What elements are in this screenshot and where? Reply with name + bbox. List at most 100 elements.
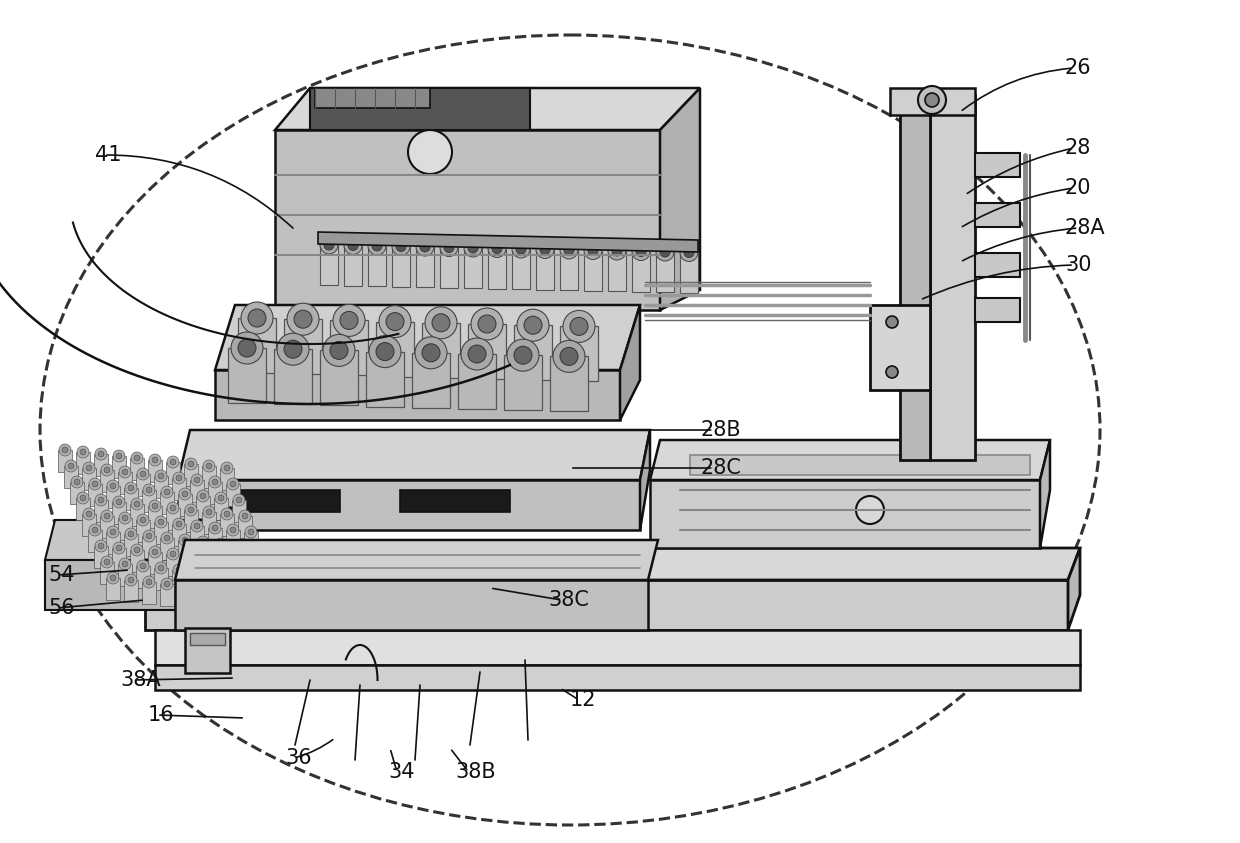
Circle shape bbox=[560, 347, 578, 365]
Polygon shape bbox=[154, 476, 167, 498]
Polygon shape bbox=[215, 370, 620, 420]
Polygon shape bbox=[155, 630, 1080, 665]
Circle shape bbox=[563, 310, 595, 342]
Polygon shape bbox=[112, 548, 126, 570]
Circle shape bbox=[215, 492, 227, 504]
Polygon shape bbox=[175, 540, 658, 580]
Polygon shape bbox=[660, 88, 701, 310]
Circle shape bbox=[104, 559, 110, 565]
Text: 28: 28 bbox=[1065, 138, 1091, 158]
Circle shape bbox=[856, 496, 884, 524]
Text: 34: 34 bbox=[388, 762, 414, 782]
Circle shape bbox=[193, 569, 200, 575]
Circle shape bbox=[236, 589, 242, 595]
Circle shape bbox=[613, 246, 622, 256]
Circle shape bbox=[564, 245, 574, 255]
Polygon shape bbox=[975, 253, 1021, 277]
Circle shape bbox=[656, 243, 675, 261]
Circle shape bbox=[471, 308, 503, 340]
Circle shape bbox=[104, 467, 110, 473]
Polygon shape bbox=[680, 253, 698, 293]
Text: 12: 12 bbox=[570, 690, 596, 710]
Circle shape bbox=[161, 486, 174, 498]
Polygon shape bbox=[184, 464, 198, 486]
Circle shape bbox=[284, 341, 303, 358]
Polygon shape bbox=[215, 544, 228, 566]
Polygon shape bbox=[130, 550, 144, 572]
Polygon shape bbox=[105, 578, 120, 600]
Circle shape bbox=[515, 346, 532, 364]
Polygon shape bbox=[900, 95, 930, 460]
Circle shape bbox=[660, 247, 670, 257]
Circle shape bbox=[553, 341, 585, 373]
Circle shape bbox=[167, 548, 179, 560]
Circle shape bbox=[492, 244, 502, 254]
Circle shape bbox=[210, 476, 221, 488]
Circle shape bbox=[680, 244, 698, 261]
Polygon shape bbox=[58, 450, 72, 472]
Polygon shape bbox=[190, 480, 205, 502]
Circle shape bbox=[119, 558, 131, 570]
Circle shape bbox=[536, 240, 554, 259]
Circle shape bbox=[887, 316, 898, 328]
Polygon shape bbox=[219, 560, 234, 582]
Circle shape bbox=[157, 565, 164, 571]
Text: 38B: 38B bbox=[455, 762, 496, 782]
Circle shape bbox=[516, 244, 526, 254]
Circle shape bbox=[200, 493, 206, 499]
Text: 28C: 28C bbox=[701, 458, 740, 478]
Circle shape bbox=[248, 309, 267, 327]
Circle shape bbox=[197, 536, 210, 548]
Circle shape bbox=[242, 513, 248, 519]
Circle shape bbox=[81, 495, 86, 501]
Circle shape bbox=[95, 494, 107, 506]
Circle shape bbox=[324, 240, 334, 250]
Polygon shape bbox=[100, 470, 114, 492]
Circle shape bbox=[128, 577, 134, 583]
Circle shape bbox=[83, 462, 95, 474]
Polygon shape bbox=[124, 580, 138, 602]
Polygon shape bbox=[975, 298, 1021, 322]
Circle shape bbox=[117, 499, 122, 505]
Polygon shape bbox=[1040, 440, 1050, 548]
Circle shape bbox=[372, 241, 382, 251]
Circle shape bbox=[122, 515, 128, 521]
Polygon shape bbox=[105, 486, 120, 508]
Polygon shape bbox=[401, 490, 510, 512]
Circle shape bbox=[136, 468, 149, 480]
Polygon shape bbox=[208, 482, 222, 504]
Circle shape bbox=[185, 504, 197, 516]
Circle shape bbox=[77, 446, 89, 458]
Circle shape bbox=[229, 573, 236, 579]
Polygon shape bbox=[368, 246, 386, 286]
Circle shape bbox=[68, 463, 74, 469]
Polygon shape bbox=[145, 548, 1080, 580]
Circle shape bbox=[179, 488, 191, 500]
Polygon shape bbox=[155, 665, 1080, 690]
Circle shape bbox=[153, 457, 157, 463]
Circle shape bbox=[60, 444, 71, 456]
Circle shape bbox=[161, 578, 174, 590]
Polygon shape bbox=[284, 319, 322, 374]
Polygon shape bbox=[172, 478, 186, 500]
Polygon shape bbox=[112, 456, 126, 478]
Polygon shape bbox=[136, 566, 150, 588]
Circle shape bbox=[134, 501, 140, 507]
Circle shape bbox=[379, 306, 410, 337]
Polygon shape bbox=[275, 130, 660, 310]
Polygon shape bbox=[179, 480, 640, 530]
Polygon shape bbox=[148, 552, 162, 574]
Polygon shape bbox=[458, 354, 496, 409]
Polygon shape bbox=[172, 524, 186, 546]
Circle shape bbox=[334, 304, 365, 336]
Circle shape bbox=[221, 508, 233, 520]
Circle shape bbox=[512, 240, 529, 258]
Circle shape bbox=[149, 454, 161, 466]
Circle shape bbox=[155, 516, 167, 528]
Circle shape bbox=[227, 570, 239, 582]
Polygon shape bbox=[320, 351, 358, 405]
Polygon shape bbox=[154, 568, 167, 590]
Circle shape bbox=[415, 337, 446, 368]
Circle shape bbox=[98, 451, 104, 457]
Circle shape bbox=[107, 572, 119, 584]
